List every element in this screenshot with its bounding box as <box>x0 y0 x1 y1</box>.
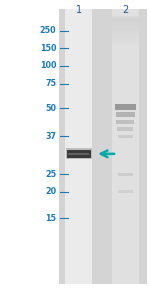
Bar <box>112 34 139 37</box>
Bar <box>112 44 139 47</box>
Text: 100: 100 <box>40 62 56 70</box>
Bar <box>68 153 89 155</box>
Bar <box>66 148 92 159</box>
Bar <box>112 35 139 38</box>
Bar <box>65 9 92 284</box>
Bar <box>112 42 139 45</box>
Bar <box>112 37 139 40</box>
Text: 75: 75 <box>45 79 56 88</box>
Bar <box>118 173 133 176</box>
Bar <box>112 29 139 32</box>
Bar <box>67 150 91 158</box>
Bar <box>112 19 139 22</box>
Bar <box>112 41 139 44</box>
Text: 150: 150 <box>40 44 56 53</box>
Bar <box>116 112 135 117</box>
Bar <box>118 190 133 193</box>
Bar <box>112 22 139 25</box>
Text: 250: 250 <box>40 26 56 35</box>
Bar <box>112 40 139 42</box>
Bar <box>112 38 139 41</box>
Bar <box>112 31 139 34</box>
Text: 2: 2 <box>122 5 128 15</box>
Bar <box>112 18 139 21</box>
Text: 25: 25 <box>45 170 56 179</box>
Bar <box>112 28 139 31</box>
Bar <box>115 104 136 110</box>
Bar <box>59 9 147 284</box>
Text: 1: 1 <box>76 5 82 15</box>
Bar <box>112 25 139 28</box>
Bar <box>112 23 139 26</box>
Text: 50: 50 <box>45 104 56 113</box>
Text: 20: 20 <box>45 188 56 196</box>
Bar <box>112 16 139 19</box>
Bar <box>112 26 139 29</box>
Bar <box>112 32 139 35</box>
Bar <box>116 120 134 124</box>
Bar <box>117 127 134 131</box>
Bar <box>112 9 139 284</box>
Bar <box>112 21 139 23</box>
Bar <box>118 135 133 138</box>
Text: 15: 15 <box>45 214 56 223</box>
Text: 37: 37 <box>45 132 56 141</box>
